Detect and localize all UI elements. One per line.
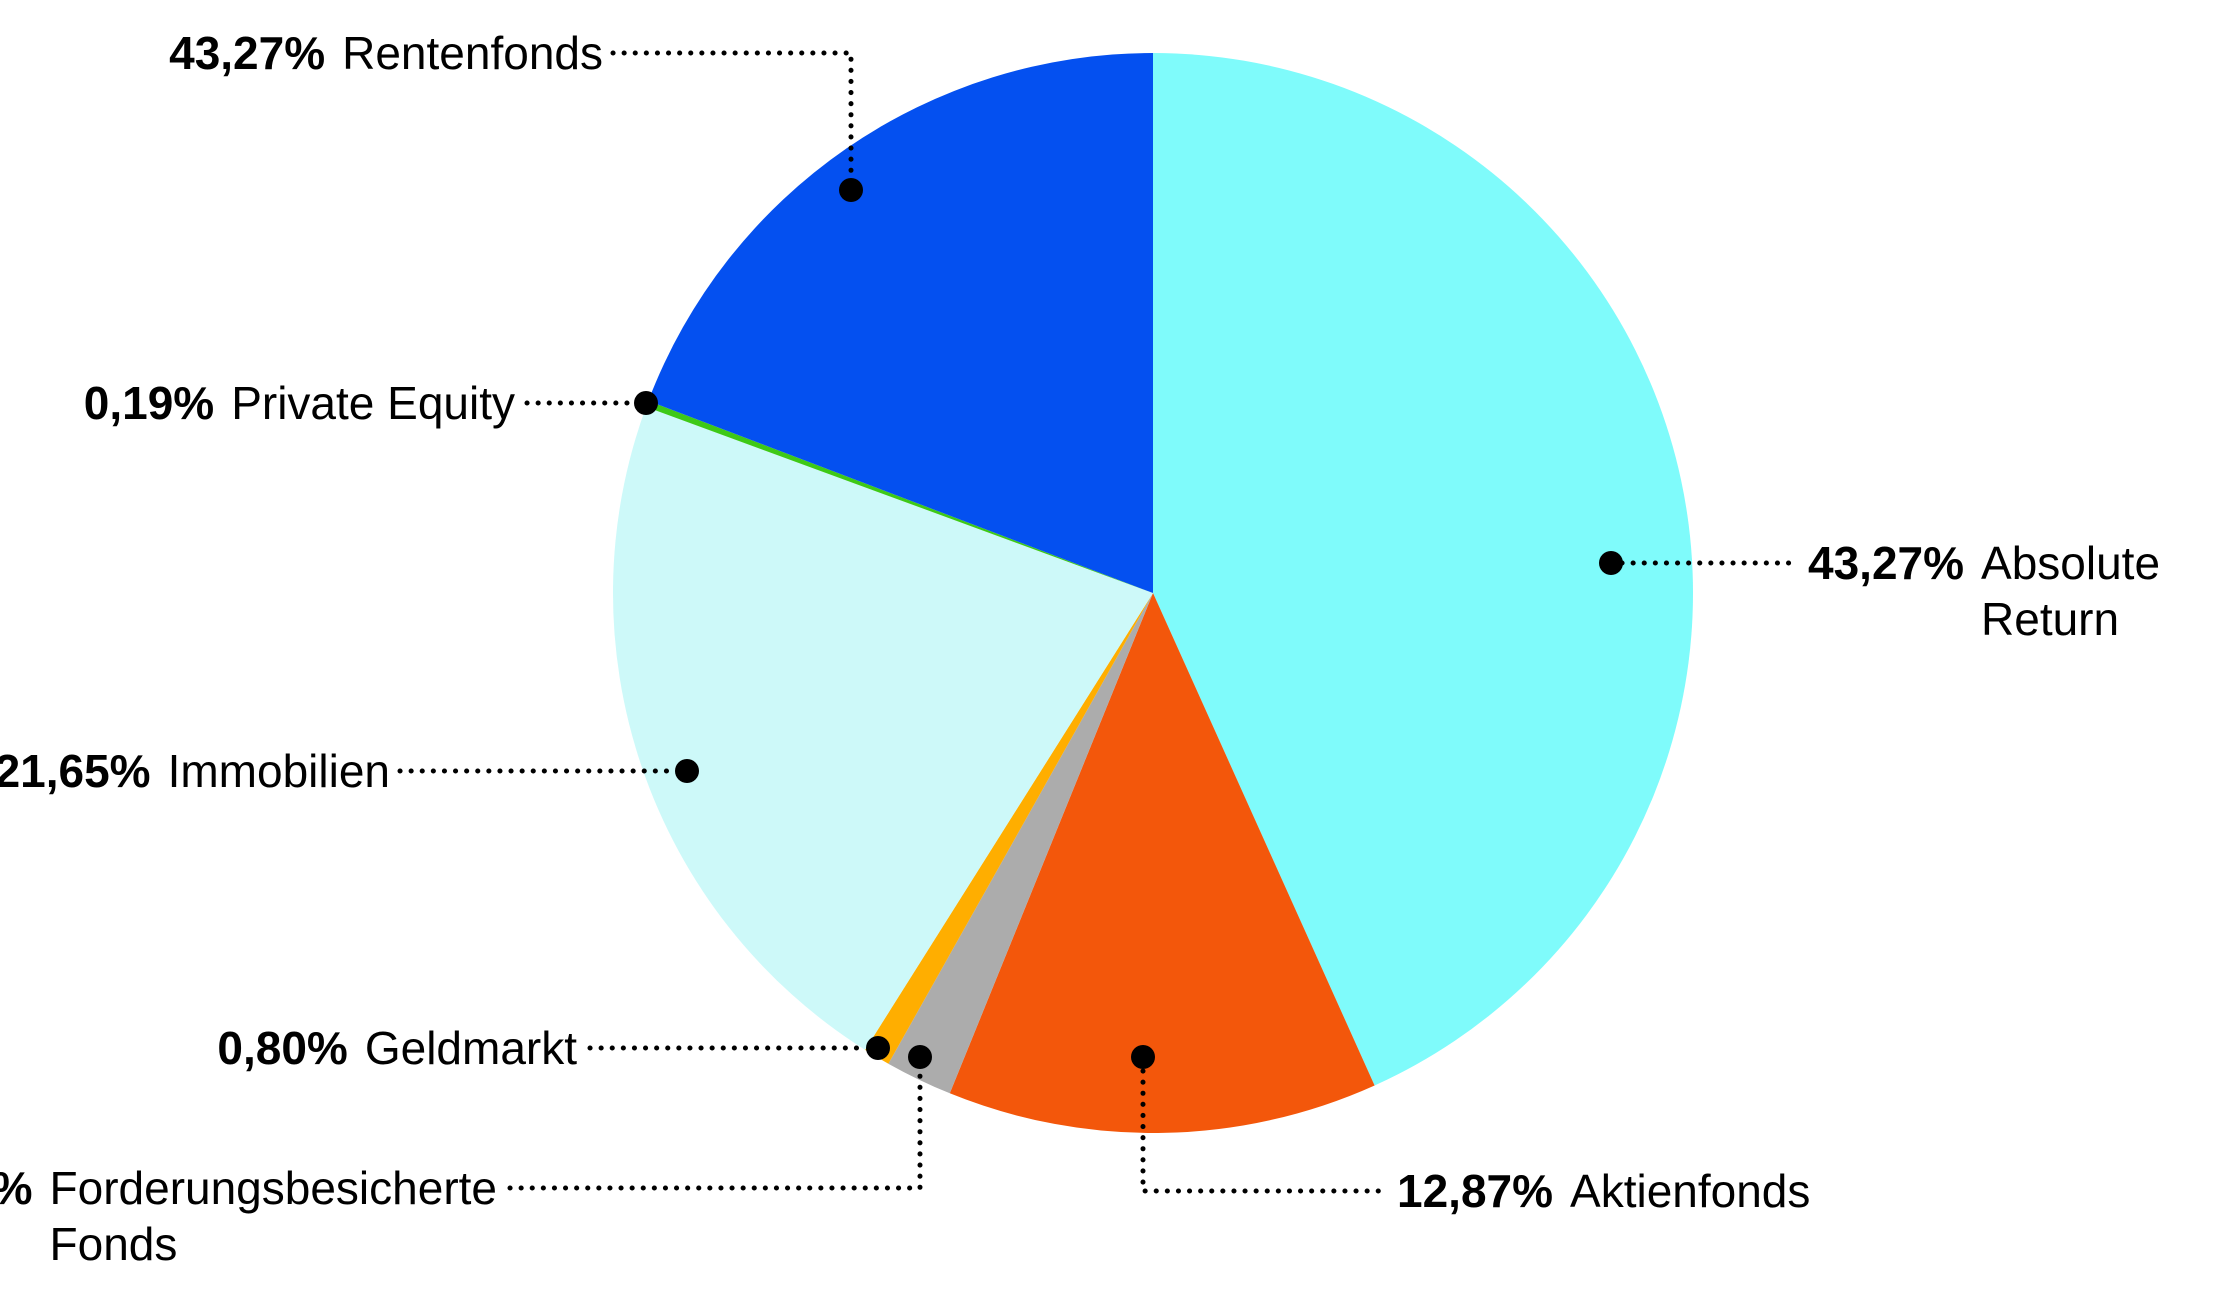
pie-slice-absolute-return — [1153, 53, 1694, 1086]
leader-dot-private-equity — [634, 391, 658, 415]
name-line-forderungsbesicherte-fonds-0: Forderungsbesicherte — [49, 1162, 497, 1214]
callout-aktienfonds: 12,87% Aktienfonds — [1397, 1163, 1810, 1219]
name-label-private-equity: Private Equity — [231, 375, 515, 431]
percent-label-geldmarkt: 0,80% — [217, 1022, 348, 1074]
pie-slice-forderungsbesicherte-fonds — [888, 593, 1153, 1094]
name-line-private-equity-0: Private Equity — [231, 377, 515, 429]
name-line-geldmarkt-0: Geldmarkt — [364, 1022, 577, 1074]
pie-slice-rentenfonds — [648, 53, 1153, 593]
callout-private-equity: 0,19% Private Equity — [84, 375, 515, 431]
leader-dot-forderungsbesicherte-fonds — [908, 1045, 932, 1069]
leader-line-forderungsbesicherte-fonds — [507, 1068, 923, 1191]
name-label-immobilien: Immobilien — [168, 743, 390, 799]
percent-label-forderungsbesicherte-fonds: 2,01% — [0, 1160, 33, 1216]
callout-absolute-return: 43,27% Absolute Return — [1808, 535, 2160, 647]
name-line-forderungsbesicherte-fonds-1: Fonds — [49, 1218, 178, 1270]
callout-geldmarkt: 0,80% Geldmarkt — [217, 1020, 577, 1076]
name-line-absolute-return-1: Return — [1981, 593, 2120, 645]
leader-line-rentenfonds — [610, 50, 854, 181]
pie-slice-immobilien — [612, 406, 1153, 1050]
leader-dot-aktienfonds — [1131, 1045, 1155, 1069]
leader-line-aktienfonds — [1140, 1068, 1383, 1194]
percent-label-private-equity: 0,19% — [83, 377, 215, 429]
leader-dot-absolute-return — [1599, 551, 1623, 575]
pie-slice-aktienfonds — [949, 593, 1375, 1134]
name-line-immobilien-0: Immobilien — [167, 745, 390, 797]
leader-dot-immobilien — [675, 759, 699, 783]
name-label-aktienfonds: Aktienfonds — [1570, 1163, 1810, 1219]
callout-rentenfonds: 43,27% Rentenfonds — [169, 25, 603, 81]
name-label-absolute-return: Absolute Return — [1981, 535, 2160, 647]
name-line-aktienfonds-0: Aktienfonds — [1570, 1165, 1811, 1217]
percent-label-immobilien: 21,65% — [0, 745, 151, 797]
pie-slice-private-equity — [646, 400, 1153, 593]
name-line-rentenfonds-0: Rentenfonds — [342, 27, 603, 79]
leader-dot-geldmarkt — [866, 1036, 890, 1060]
percent-label-aktienfonds: 12,87% — [1397, 1165, 1554, 1217]
name-line-absolute-return-0: Absolute — [1981, 537, 2161, 589]
percent-label-rentenfonds: 43,27% — [169, 27, 326, 79]
callout-immobilien: 21,65% Immobilien — [0, 743, 390, 799]
leader-dot-rentenfonds — [839, 178, 863, 202]
name-label-forderungsbesicherte-fonds: Forderungsbesicherte Fonds — [50, 1160, 497, 1272]
name-label-geldmarkt: Geldmarkt — [365, 1020, 577, 1076]
percent-label-absolute-return: 43,27% — [1808, 537, 1965, 589]
pie-slice-geldmarkt — [865, 593, 1153, 1064]
name-label-rentenfonds: Rentenfonds — [342, 25, 603, 81]
